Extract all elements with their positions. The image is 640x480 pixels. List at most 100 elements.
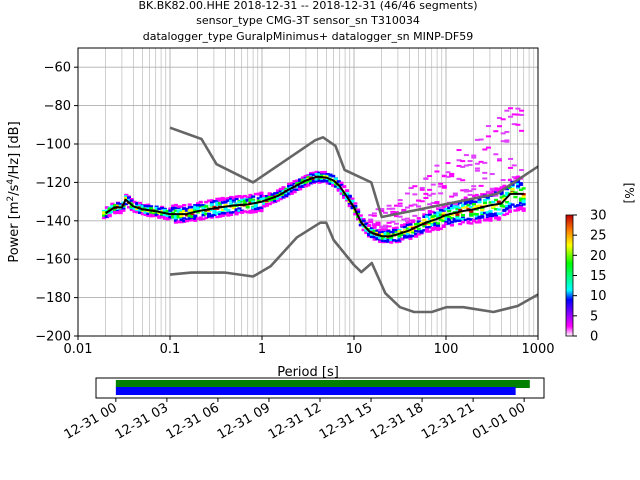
density-cell (505, 204, 510, 208)
density-cell (309, 175, 314, 178)
density-cell (505, 191, 510, 195)
density-cell (477, 215, 482, 219)
density-cell (179, 208, 184, 212)
density-cell (466, 204, 471, 207)
density-cell (383, 231, 388, 235)
density-cell (212, 205, 217, 209)
density-cell (201, 211, 206, 214)
density-cell (242, 202, 247, 205)
density-cell (347, 196, 352, 199)
density-cell (507, 202, 512, 205)
density-cell (474, 138, 480, 141)
density-cell (220, 213, 225, 216)
density-cell (306, 174, 311, 178)
density-cell (325, 175, 330, 178)
density-cell (516, 186, 521, 189)
density-cell (438, 208, 443, 212)
density-cell (190, 218, 195, 222)
density-cell (449, 221, 454, 224)
density-cell (471, 212, 476, 216)
density-cell (455, 213, 460, 216)
density-cell (444, 208, 449, 211)
density-cell (491, 189, 496, 193)
density-cell (328, 175, 333, 178)
density-cell (187, 219, 192, 222)
density-cell (423, 177, 429, 180)
density-cell (422, 224, 427, 227)
density-cell (390, 210, 396, 213)
density-cell (135, 202, 140, 206)
density-cell (173, 206, 178, 210)
density-cell (504, 139, 510, 142)
density-cell (449, 172, 455, 175)
density-cell (521, 187, 526, 190)
density-cell (460, 217, 465, 221)
density-cell (259, 191, 264, 195)
density-cell (234, 208, 239, 211)
density-cell (483, 211, 488, 215)
density-cell (104, 206, 109, 209)
density-cell (494, 212, 499, 215)
density-cell (303, 174, 308, 178)
x-tick-label: 10 (346, 342, 363, 357)
density-cell (303, 185, 308, 188)
density-cell (149, 207, 154, 210)
plot-frame (77, 47, 539, 337)
density-cell (502, 205, 507, 208)
density-cell (379, 208, 385, 211)
density-cell (292, 180, 297, 183)
density-cell (356, 217, 361, 221)
density-cell (276, 199, 281, 202)
density-cell (499, 192, 504, 196)
density-cell (493, 194, 499, 197)
density-cell (463, 190, 469, 193)
density-cell (306, 184, 311, 187)
density-cell (515, 123, 521, 126)
density-cell (521, 201, 526, 205)
density-cell (449, 195, 455, 198)
density-cell (179, 214, 184, 218)
density-cell (303, 181, 308, 184)
density-cell (469, 214, 474, 217)
density-cell (438, 182, 444, 185)
density-cell (184, 209, 189, 213)
density-cell (284, 187, 289, 191)
density-cell (353, 202, 358, 205)
density-cell (511, 123, 517, 126)
density-cell (445, 162, 451, 165)
y-ticks: −200 −180 −160 −140 −120 −100 −80 −60 (35, 61, 78, 345)
density-cell (328, 182, 333, 185)
density-cell (482, 161, 488, 164)
density-cell (477, 217, 482, 220)
density-cell (262, 204, 267, 208)
density-cell (402, 229, 407, 232)
density-cell (402, 236, 407, 239)
title-line-1: BK.BK82.00.HHE 2018-12-31 -- 2018-12-31 … (138, 0, 477, 12)
density-cell (124, 195, 129, 198)
density-cell (215, 197, 220, 201)
density-cell (497, 158, 503, 161)
density-cell (364, 229, 369, 232)
density-cell (485, 125, 491, 128)
density-cell (218, 202, 223, 205)
density-cell (411, 231, 416, 234)
density-cell (463, 154, 469, 157)
density-cell (383, 239, 388, 243)
density-cell (458, 222, 463, 226)
density-cell (245, 199, 250, 202)
density-cell (394, 228, 399, 232)
density-cell (129, 198, 134, 201)
density-cell (187, 209, 192, 212)
density-cell (467, 163, 473, 166)
density-cell (436, 211, 441, 214)
density-cell (480, 208, 485, 212)
y-tick-label: −180 (35, 291, 71, 306)
density-cell (270, 198, 275, 201)
density-cell (449, 175, 455, 178)
density-cell (281, 186, 286, 189)
density-cell (317, 171, 322, 175)
density-cell (436, 226, 441, 230)
density-cell (218, 199, 223, 202)
density-cell (467, 189, 473, 192)
density-cell (298, 186, 303, 189)
